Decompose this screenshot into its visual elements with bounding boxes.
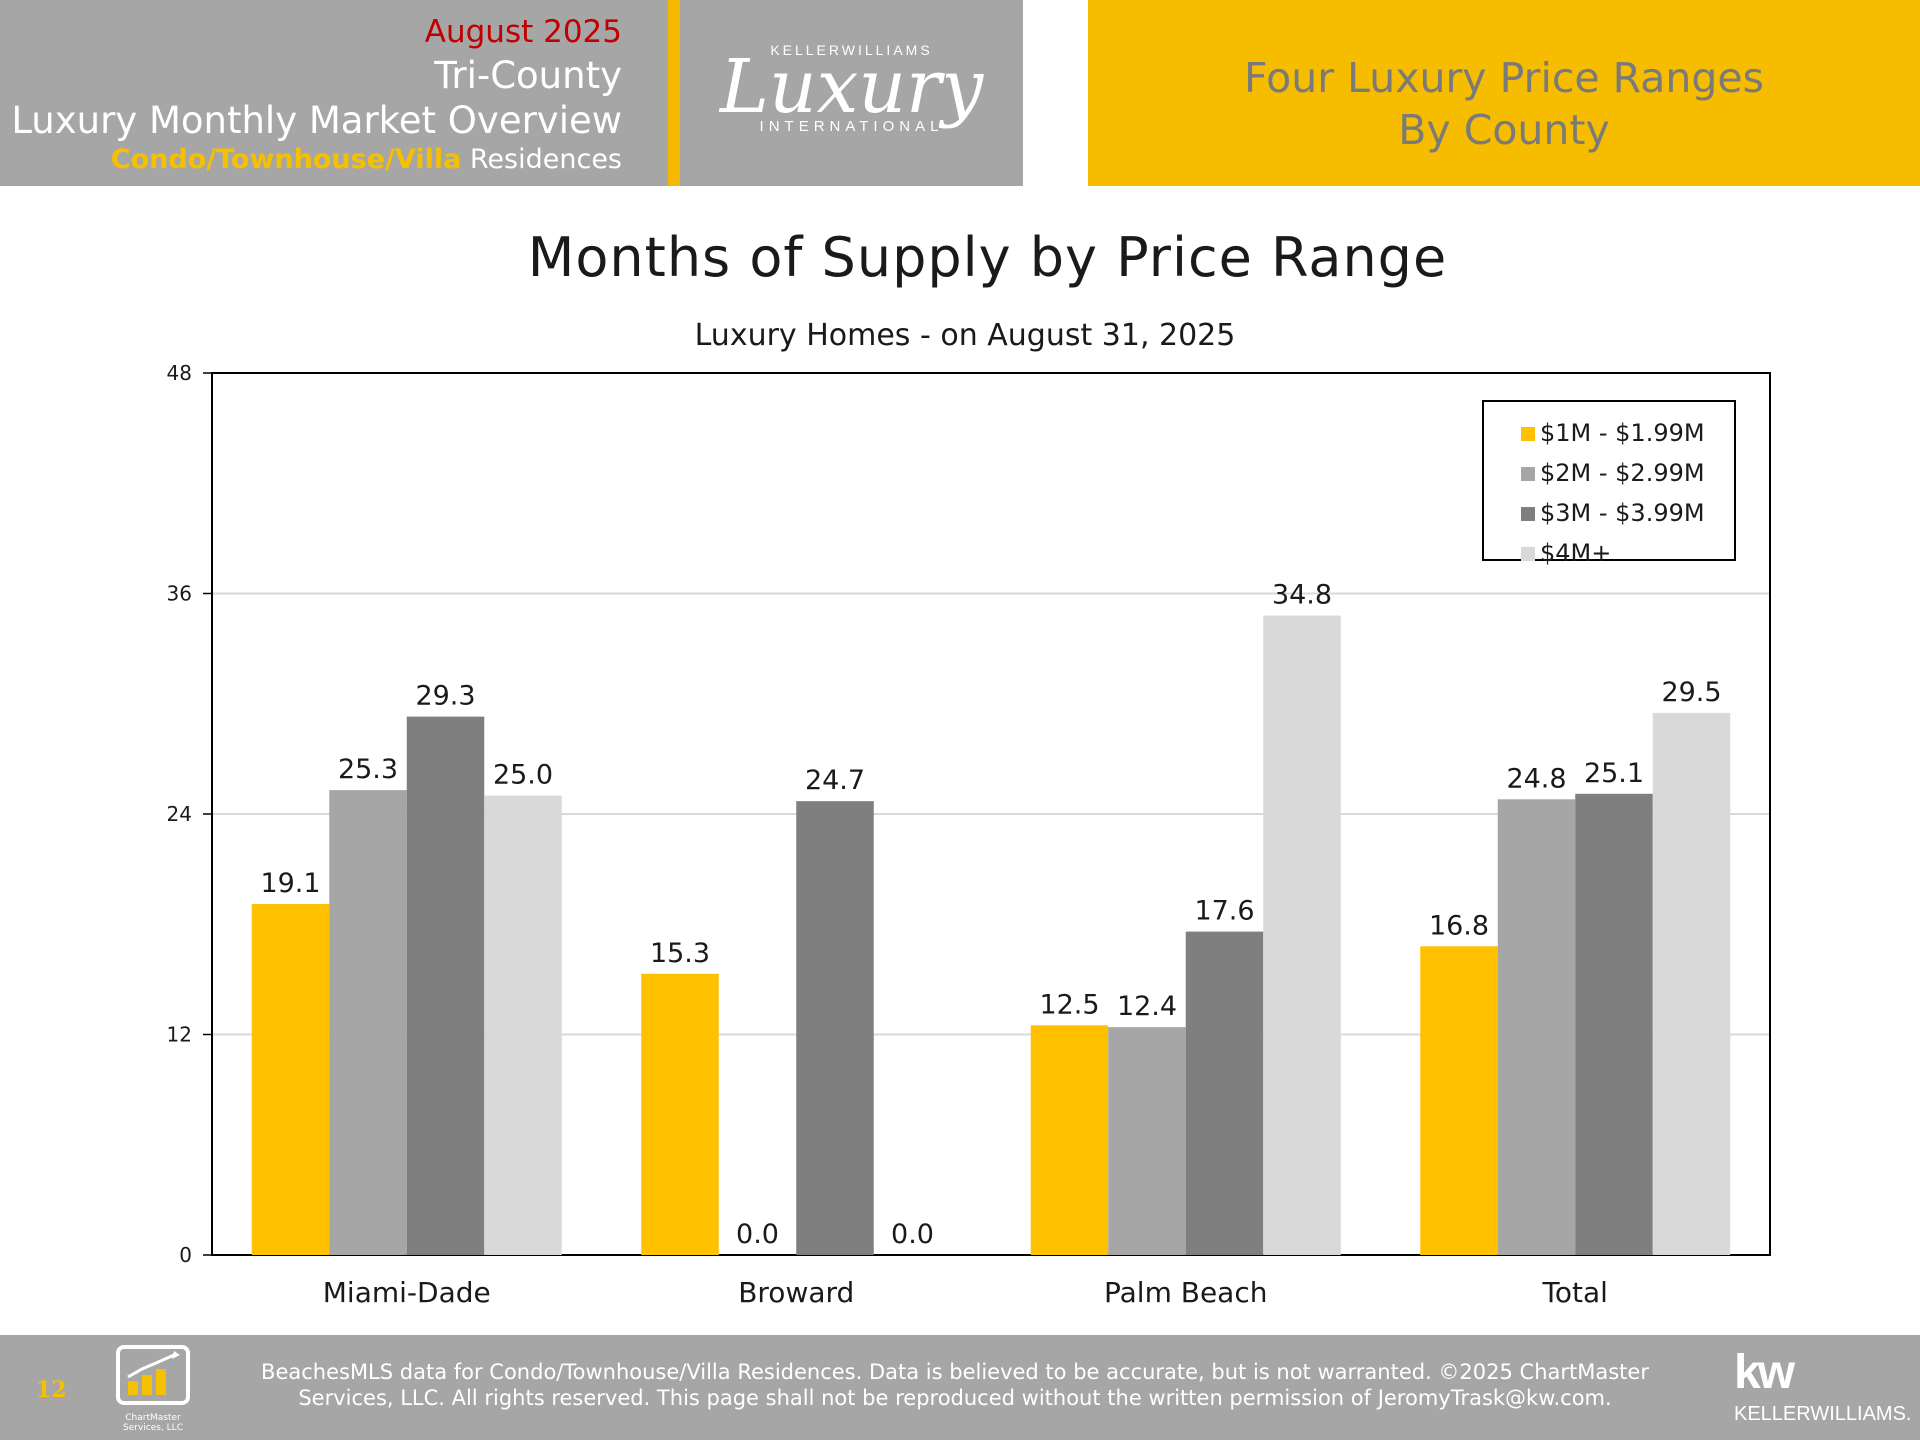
logo-main-text: Luxury: [719, 44, 984, 130]
x-category-label: Total: [1542, 1276, 1608, 1309]
bar: [1652, 712, 1731, 1255]
report-title: Luxury Monthly Market Overview: [11, 99, 622, 142]
property-type-suffix: Residences: [461, 144, 622, 175]
legend-swatch: [1521, 547, 1535, 561]
data-label: 34.8: [1272, 580, 1332, 611]
bar: [329, 790, 407, 1255]
bar: [484, 795, 562, 1255]
bar: [1108, 1027, 1186, 1255]
section-title-line2: By County: [1398, 106, 1610, 154]
data-label: 25.1: [1584, 758, 1644, 789]
chart-subtitle: Luxury Homes - on August 31, 2025: [694, 318, 1236, 353]
logo-bottom-text: INTERNATIONAL: [759, 118, 944, 135]
legend-swatch: [1521, 467, 1535, 481]
data-label: 25.3: [338, 754, 398, 785]
y-tick-label: 24: [167, 802, 192, 826]
header-accent-bar: [668, 0, 680, 186]
chartmaster-label-line2: Services, LLC: [123, 1423, 183, 1433]
data-label: 29.3: [415, 681, 475, 712]
data-label: 19.1: [260, 868, 320, 899]
page-number: 12: [36, 1377, 67, 1403]
legend-label: $2M - $2.99M: [1540, 459, 1705, 487]
data-label: 29.5: [1661, 677, 1721, 708]
property-type-highlight: Condo/Townhouse/Villa: [110, 144, 462, 175]
legend-swatch: [1521, 427, 1535, 441]
legend-swatch: [1521, 507, 1535, 521]
data-label: 12.5: [1039, 989, 1099, 1020]
section-title: Four Luxury Price Ranges By County: [1088, 52, 1920, 156]
bar: [1497, 799, 1576, 1255]
footer: 12 ChartMaster Services, LLC BeachesMLS …: [0, 1335, 1920, 1440]
bar: [406, 716, 485, 1255]
data-label: 17.6: [1194, 896, 1254, 927]
chart-title: Months of Supply by Price Range: [527, 226, 1448, 289]
bar: [1263, 615, 1341, 1255]
bar: [1575, 793, 1653, 1255]
data-label: 15.3: [650, 938, 710, 969]
data-label: 25.0: [493, 760, 553, 791]
disclaimer-line2: Services, LLC. All rights reserved. This…: [298, 1386, 1612, 1410]
legend-label: $4M+: [1540, 539, 1611, 567]
bar-chart-icon: [127, 1351, 180, 1395]
data-label: 0.0: [736, 1219, 779, 1250]
kw-logo-mark: kw: [1734, 1346, 1795, 1399]
data-label: 0.0: [891, 1219, 934, 1250]
y-tick-label: 36: [167, 582, 192, 606]
chartmaster-logo-icon: [116, 1345, 190, 1405]
disclaimer-line1: BeachesMLS data for Condo/Townhouse/Vill…: [261, 1360, 1649, 1384]
data-label: 24.8: [1506, 763, 1566, 794]
bar-chart: 0 12 24 36 48 19.1 25.3 29.3 25.0 Miami-Dade 15.3 0…: [167, 361, 1771, 1309]
section-title-panel: Four Luxury Price Ranges By County: [1088, 0, 1920, 186]
header-title-panel: [0, 0, 668, 186]
bar: [1030, 1025, 1109, 1255]
y-tick-label: 0: [179, 1243, 192, 1267]
legend-label: $1M - $1.99M: [1540, 419, 1705, 447]
logo-top-text: KELLERWILLIAMS: [770, 42, 933, 58]
data-label: 16.8: [1429, 910, 1489, 941]
bar: [251, 904, 330, 1255]
section-title-line1: Four Luxury Price Ranges: [1244, 54, 1764, 102]
x-category-label: Palm Beach: [1104, 1276, 1267, 1309]
chartmaster-label: ChartMaster Services, LLC: [100, 1413, 206, 1433]
bar: [1185, 931, 1264, 1255]
kw-luxury-logo: KELLERWILLIAMS Luxury INTERNATIONAL: [680, 0, 1023, 186]
bar: [1420, 946, 1498, 1255]
bar: [796, 801, 874, 1255]
data-label: 24.7: [805, 765, 865, 796]
chartmaster-label-line1: ChartMaster: [125, 1413, 181, 1423]
disclaimer: BeachesMLS data for Condo/Townhouse/Vill…: [250, 1359, 1660, 1411]
report-region: Tri-County: [434, 54, 622, 97]
x-category-label: Broward: [738, 1276, 854, 1309]
y-tick-label: 12: [167, 1023, 192, 1047]
kw-logo-wordmark: KELLERWILLIAMS.: [1734, 1403, 1912, 1425]
data-label: 12.4: [1117, 991, 1177, 1022]
plot-area-border: [211, 372, 1771, 1256]
bar: [641, 973, 719, 1255]
x-category-label: Miami-Dade: [323, 1276, 491, 1309]
report-month: August 2025: [424, 14, 622, 50]
legend-label: $3M - $3.99M: [1540, 499, 1705, 527]
property-type: Condo/Townhouse/Villa Residences: [111, 144, 622, 175]
y-tick-label: 48: [167, 361, 192, 385]
